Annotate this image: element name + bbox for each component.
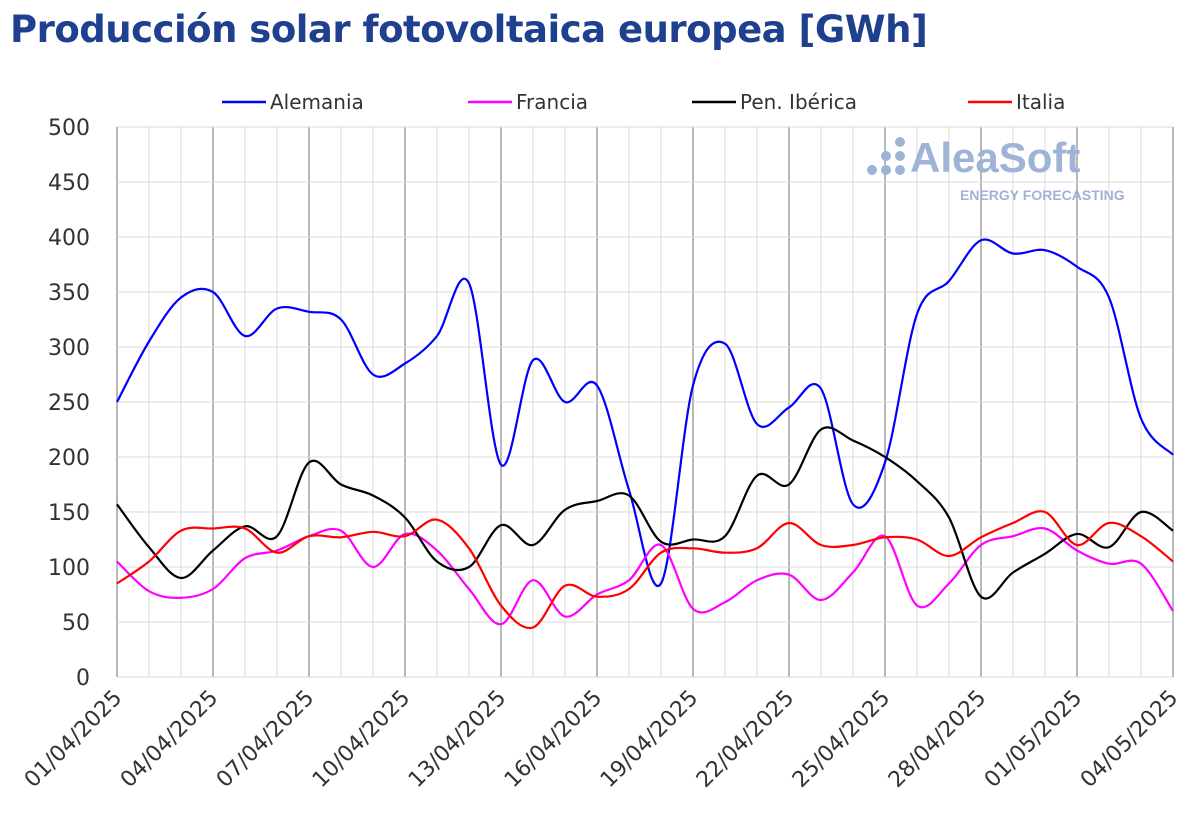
logo-dots-icon — [867, 137, 905, 175]
y-tick-label: 250 — [48, 391, 90, 416]
legend-label: Alemania — [270, 90, 364, 114]
y-axis: 0 50 100 150 200 250 300 350 400 450 500 — [48, 116, 90, 691]
x-tick-label: 01/05/2025 — [980, 686, 1087, 793]
x-tick-label: 16/04/2025 — [500, 686, 607, 793]
x-tick-label: 07/04/2025 — [212, 686, 319, 793]
x-tick-label: 04/04/2025 — [116, 686, 223, 793]
series-line-pen-ib-rica — [116, 426, 1174, 600]
legend: Alemania Francia Pen. Ibérica Italia — [222, 90, 1065, 114]
y-tick-label: 0 — [76, 666, 90, 691]
x-tick-label: 25/04/2025 — [788, 686, 895, 793]
legend-label: Pen. Ibérica — [740, 90, 857, 114]
x-tick-label: 19/04/2025 — [596, 686, 703, 793]
aleasoft-logo: AleaSoft ENERGY FORECASTING — [867, 134, 1125, 203]
y-tick-label: 50 — [62, 611, 90, 636]
y-tick-label: 500 — [48, 116, 90, 141]
legend-label: Italia — [1016, 90, 1065, 114]
x-axis: 01/04/202504/04/202507/04/202510/04/2025… — [20, 686, 1183, 793]
logo-brand-text: AleaSoft — [910, 134, 1080, 181]
series-line-italia — [116, 510, 1174, 630]
x-tick-label: 13/04/2025 — [404, 686, 511, 793]
x-tick-label: 01/04/2025 — [20, 686, 127, 793]
chart-title: Producción solar fotovoltaica europea [G… — [10, 8, 928, 51]
x-tick-label: 28/04/2025 — [884, 686, 991, 793]
logo-tagline-text: ENERGY FORECASTING — [960, 187, 1125, 203]
y-tick-label: 100 — [48, 556, 90, 581]
y-tick-label: 150 — [48, 501, 90, 526]
x-tick-label: 10/04/2025 — [308, 686, 415, 793]
y-tick-label: 400 — [48, 226, 90, 251]
y-tick-label: 300 — [48, 336, 90, 361]
legend-label: Francia — [516, 90, 588, 114]
x-tick-label: 22/04/2025 — [692, 686, 799, 793]
series-line-francia — [116, 526, 1174, 626]
series-lines — [116, 238, 1174, 630]
grid — [116, 126, 1174, 678]
y-tick-label: 200 — [48, 446, 90, 471]
series-line-alemania — [116, 238, 1174, 588]
y-tick-label: 450 — [48, 171, 90, 196]
x-tick-label: 04/05/2025 — [1076, 686, 1183, 793]
y-tick-label: 350 — [48, 281, 90, 306]
